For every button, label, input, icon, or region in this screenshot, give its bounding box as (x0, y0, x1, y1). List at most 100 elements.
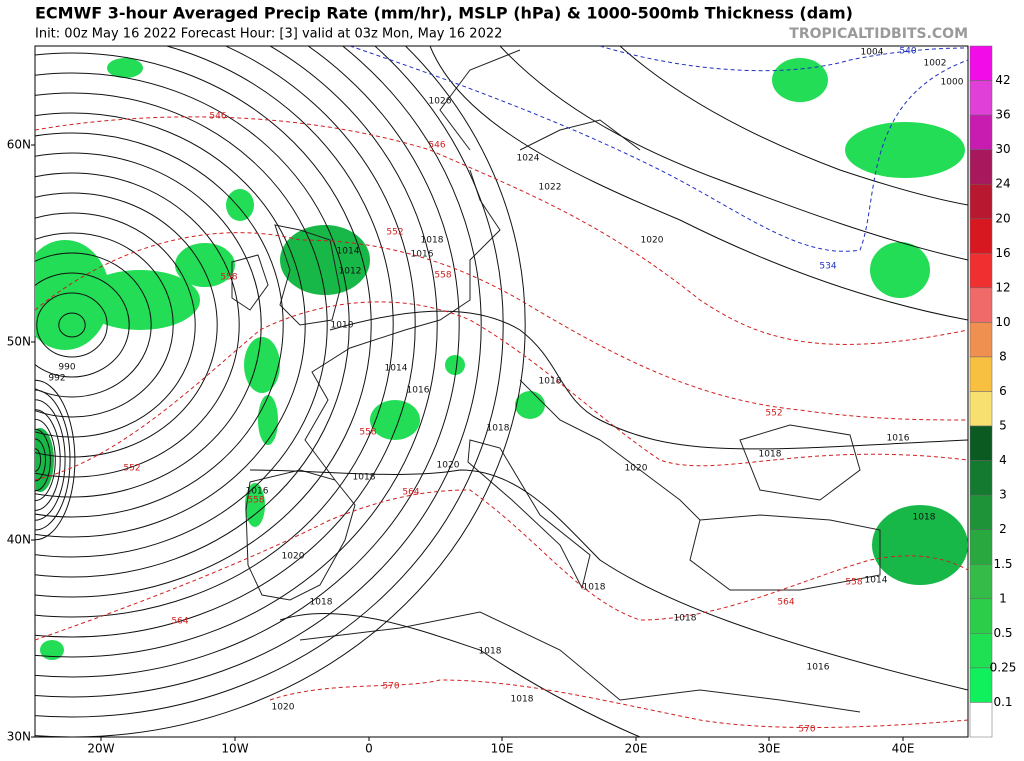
contour-label: 540 (899, 47, 916, 57)
isobar (35, 438, 46, 482)
lon-label: 30E (758, 742, 781, 756)
thickness-lines (35, 46, 968, 728)
contour-label: 564 (402, 488, 419, 498)
isobar (35, 399, 66, 521)
isobar (58, 312, 86, 338)
colorbar-label: 20 (995, 211, 1010, 225)
contour-label: 1020 (272, 703, 295, 713)
contour-label: 1026 (429, 97, 452, 107)
axes: 60N 50N 40N 30N 20W 10W 0 10E 20E 30E 40E (7, 138, 915, 756)
contour-label: 992 (48, 374, 65, 384)
colorbar-label: 30 (995, 142, 1010, 156)
lat-label: 50N (7, 335, 31, 349)
isobar (35, 379, 76, 541)
contour-label: 546 (209, 112, 226, 122)
contour-label: 1000 (941, 78, 964, 88)
contour-label: 570 (798, 725, 815, 735)
contour-label: 1018 (479, 647, 502, 657)
coastlines (231, 49, 881, 713)
isobar (35, 232, 174, 418)
contour-label: 1018 (759, 450, 782, 460)
contour-label: 546 (428, 141, 445, 151)
colorbar-label: 6 (999, 384, 1007, 398)
colorbar-label: 16 (995, 246, 1010, 260)
lon-label: 10E (491, 742, 514, 756)
contour-label: 1018 (310, 598, 333, 608)
isobar (429, 46, 968, 321)
colorbar-swatch (969, 253, 993, 289)
contour-label: 1018 (353, 473, 376, 483)
watermark: TROPICALTIDBITS.COM (789, 26, 968, 42)
contour-label: 1016 (246, 487, 269, 497)
contour-label: 552 (123, 464, 140, 474)
contour-label: 564 (777, 598, 794, 608)
colorbar-label: 36 (995, 108, 1010, 122)
contour-label: 1018 (487, 424, 510, 434)
contour-label: 1016 (807, 663, 830, 673)
contour-label: 558 (434, 271, 451, 281)
isobar (35, 92, 328, 558)
contour-label: 1016 (411, 250, 434, 260)
isobar (35, 52, 372, 598)
colorbar-label: 10 (995, 315, 1010, 329)
lon-label: 10W (221, 742, 248, 756)
colorbar-label: 8 (999, 349, 1007, 363)
colorbar-label: 2 (999, 522, 1007, 536)
contour-label: 990 (58, 363, 75, 373)
colorbar-label: 1 (999, 591, 1007, 605)
contour-label: 1004 (861, 48, 884, 58)
isobars (35, 46, 968, 737)
contour-label: 558 (845, 578, 862, 588)
map-frame (34, 45, 969, 738)
colorbar-swatch (969, 702, 993, 738)
contour-label: 564 (171, 617, 188, 627)
colorbar-swatch (969, 494, 993, 530)
contour-label: 1018 (583, 583, 606, 593)
colorbar-swatch (969, 114, 993, 150)
colorbar-swatch (969, 45, 993, 81)
colorbar-label: 12 (995, 280, 1010, 294)
isobar (35, 112, 306, 538)
isobar (35, 192, 218, 458)
isobar (35, 46, 438, 658)
isobar (329, 310, 968, 450)
colorbar-swatch (969, 218, 993, 254)
contour-label: 552 (765, 409, 782, 419)
colorbar-swatch (969, 149, 993, 185)
colorbar-label: 5 (999, 419, 1007, 433)
colorbar-swatch (969, 460, 993, 496)
isobar (35, 272, 130, 378)
contour-label: 1022 (539, 183, 562, 193)
contour-label: 570 (382, 682, 399, 692)
lat-label: 40N (7, 533, 31, 547)
isobar (35, 46, 416, 638)
contour-label: 1018 (913, 513, 936, 523)
isobar (35, 389, 71, 531)
isobar (35, 46, 394, 618)
colorbar-label: 0.1 (993, 695, 1012, 709)
contour-label: 1018 (421, 236, 444, 246)
colorbar-swatch (969, 287, 993, 323)
subtitle: Init: 00z May 16 2022 Forecast Hour: [3]… (35, 27, 502, 42)
isobar (35, 448, 42, 472)
lat-label: 60N (7, 138, 31, 152)
colorbar-swatch (969, 529, 993, 565)
isobar (35, 46, 526, 737)
contour-label: 1020 (282, 552, 305, 562)
lon-label: 40E (892, 742, 915, 756)
contour-labels: 1026 1024 1022 1020 1018 1016 1014 1012 1010 1014… (48, 47, 963, 735)
colorbar-label: 0.25 (990, 660, 1017, 674)
contour-label: 1014 (865, 576, 888, 586)
contour-label: 1014 (337, 247, 360, 257)
map-layers: 1026 1024 1022 1020 1018 1016 1014 1012 1010 1014… (35, 46, 968, 737)
contour-label: 1012 (339, 267, 362, 277)
colorbar-swatch (969, 356, 993, 392)
isobar (36, 292, 108, 358)
lon-label: 0 (365, 742, 373, 756)
colorbar: 42 36 30 24 20 16 12 10 8 6 5 4 3 2 1.5 1 0.5 0.25 0.1 (969, 45, 1017, 738)
isobar (35, 428, 51, 492)
contour-label: 1016 (887, 434, 910, 444)
isobar (35, 418, 56, 502)
lon-label: 20W (87, 742, 114, 756)
